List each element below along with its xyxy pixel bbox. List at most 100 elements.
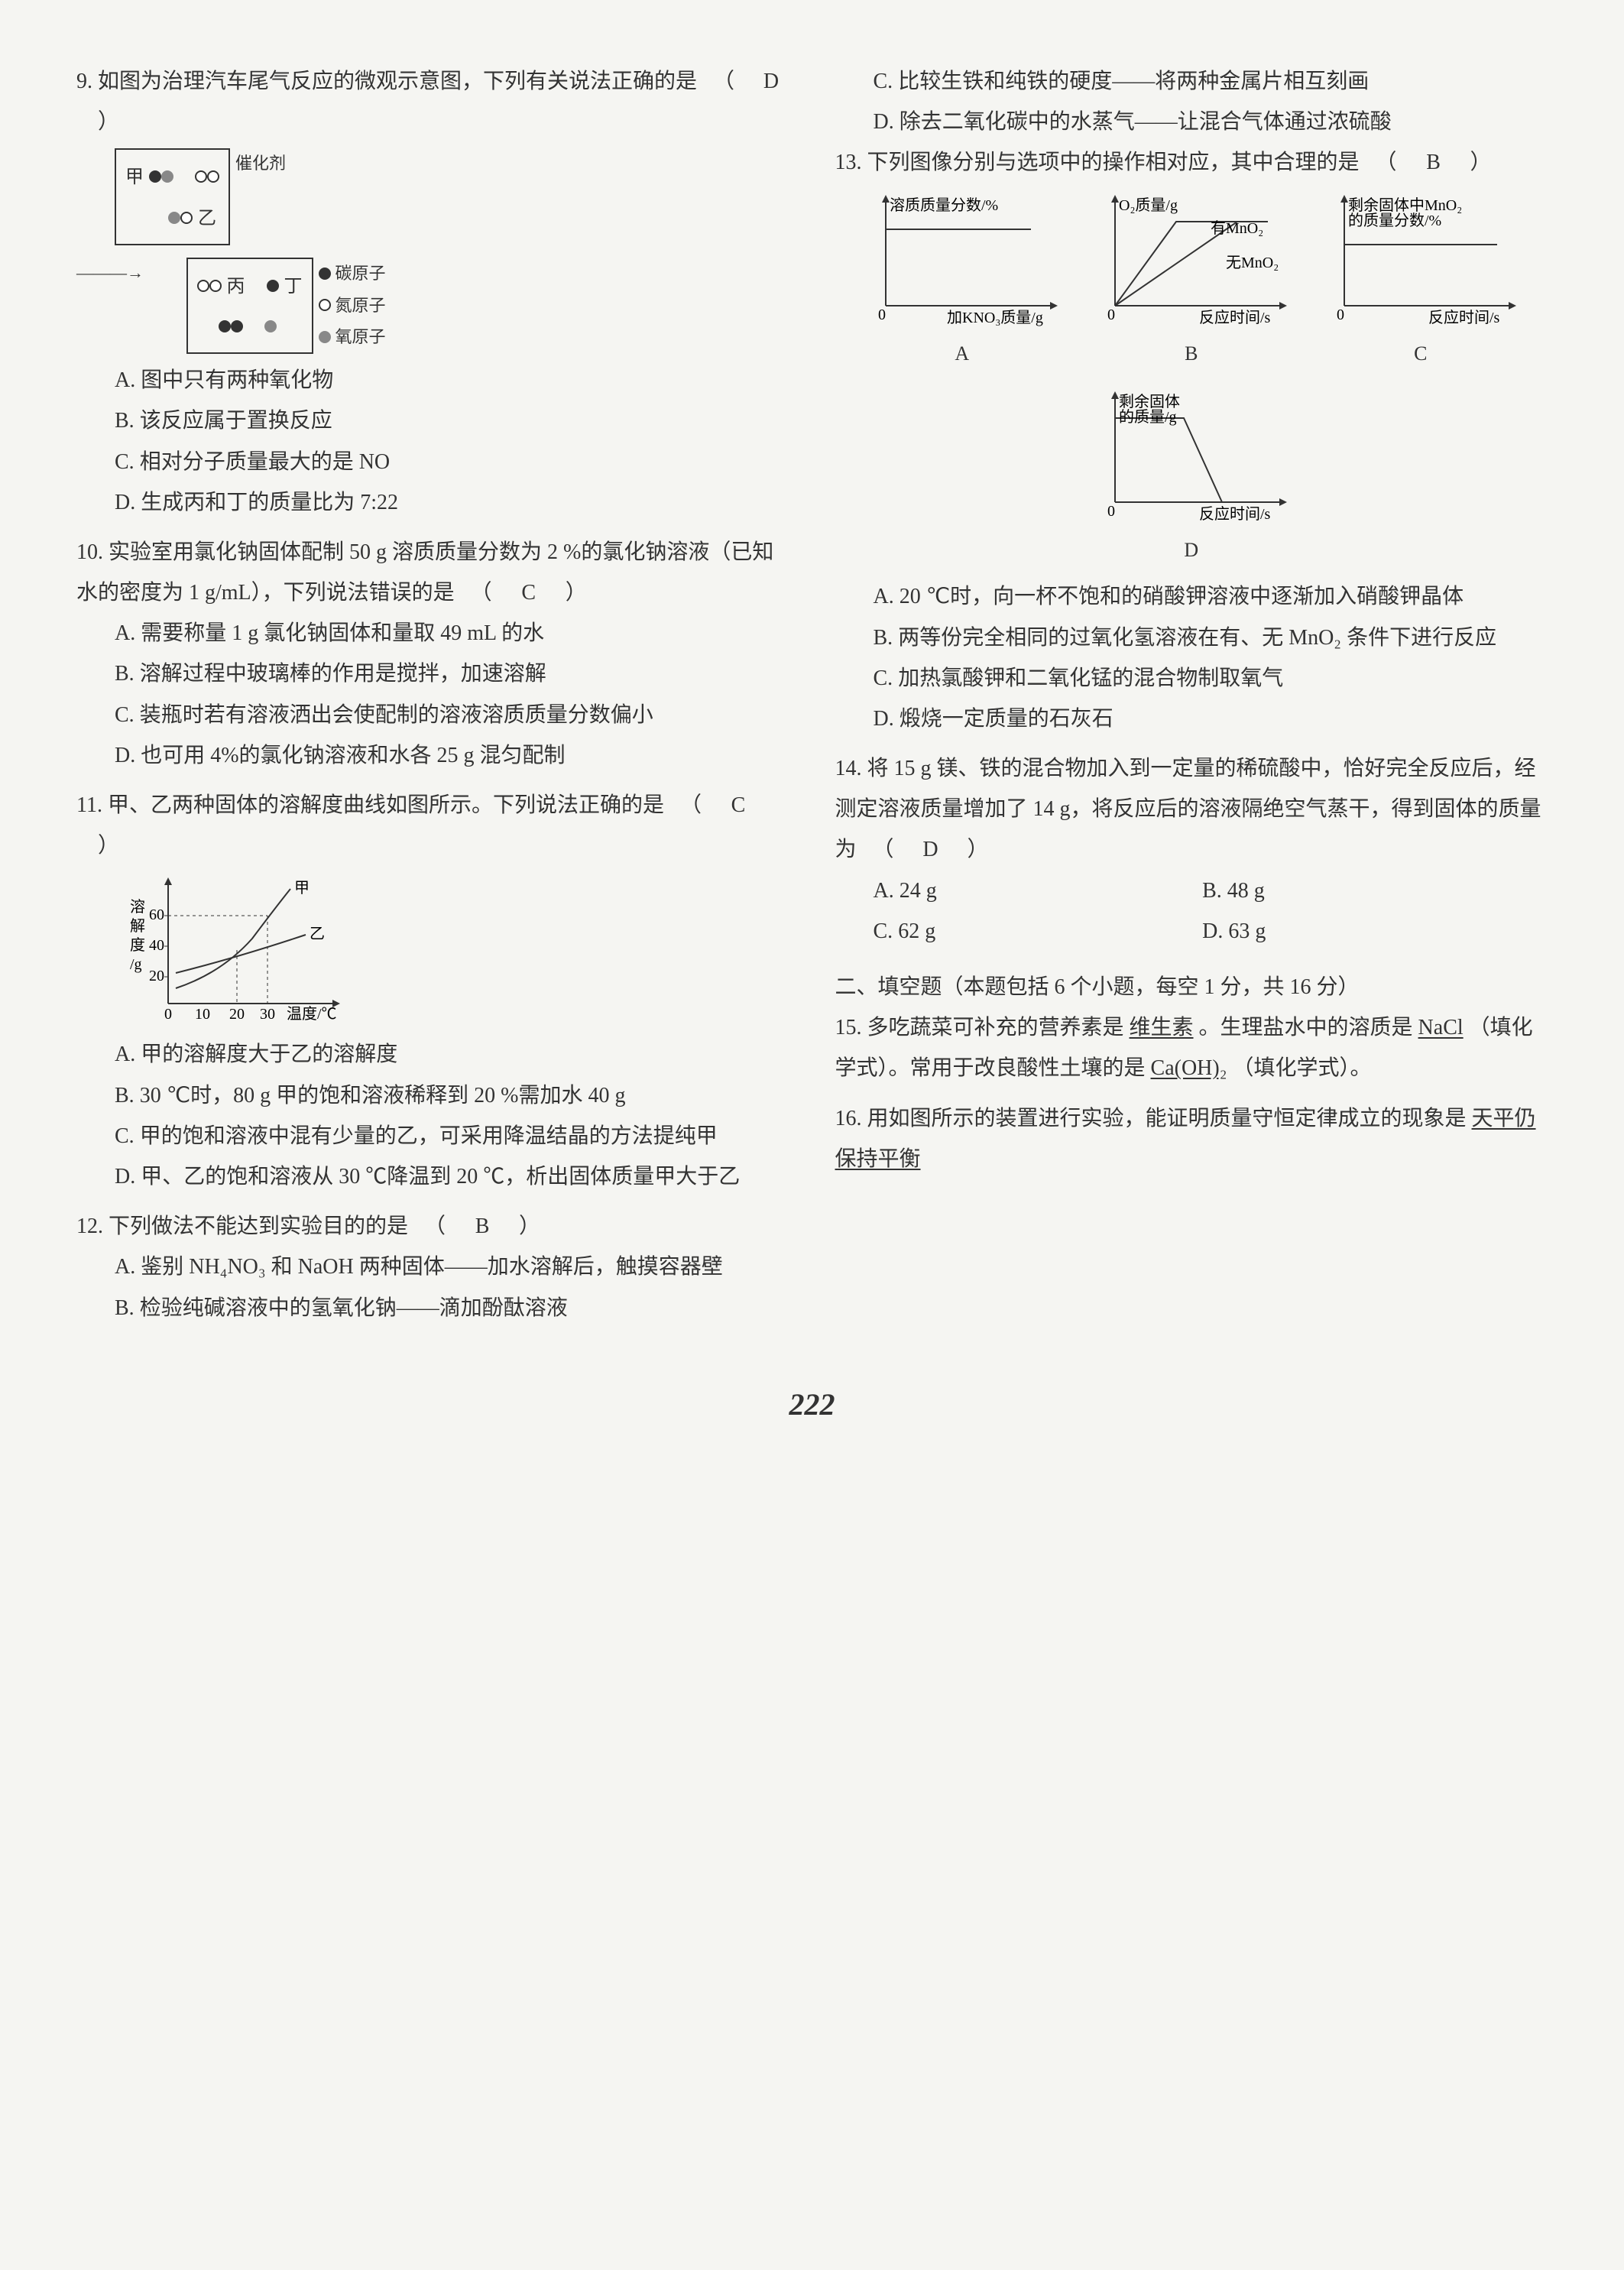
q11-answer: C [723,785,754,825]
q10-number: 10. [76,540,103,564]
left-column: 9. 如图为治理汽车尾气反应的微观示意图，下列有关说法正确的是 （ D ） 甲 … [76,61,789,1338]
q13-number: 13. [835,151,862,174]
svg-text:0: 0 [878,306,886,323]
q9-text: 如图为治理汽车尾气反应的微观示意图，下列有关说法正确的是 [98,70,697,93]
question-14: 14. 将 15 g 镁、铁的混合物加入到一定量的稀硫酸中，恰好完全反应后，经测… [835,748,1548,952]
q15-answer-b: NaCl [1418,1016,1464,1039]
right-column: C. 比较生铁和纯铁的硬度——将两种金属片相互刻画 D. 除去二氧化碳中的水蒸气… [835,61,1548,1338]
q10-option-b: B. 溶解过程中玻璃棒的作用是搅拌，加速溶解 [115,653,789,694]
q10-text: 实验室用氯化钠固体配制 50 g 溶质质量分数为 2 %的氯化钠溶液（已知水的密… [76,540,773,605]
q13-text: 下列图像分别与选项中的操作相对应，其中合理的是 [867,151,1360,174]
q11-chart: 溶 解 度 /g 60 40 20 甲 乙 [122,866,789,1034]
q9-diagram-right: 丙 丁 [186,258,313,354]
page-number: 222 [76,1376,1548,1434]
svg-text:加KNO₃质量/g: 加KNO₃质量/g [947,309,1043,326]
svg-text:溶质质量分数/%: 溶质质量分数/% [890,196,998,214]
svg-text:/g: /g [130,956,142,973]
q14-answer-paren: （ D ） [862,838,989,861]
svg-text:甲: 甲 [294,880,310,897]
svg-text:0: 0 [164,1006,172,1023]
q13-option-d: D. 煅烧一定质量的石灰石 [874,699,1548,739]
q15-answer-a: 维生素 [1130,1016,1194,1039]
svg-text:60: 60 [149,906,164,923]
svg-text:解: 解 [130,917,145,935]
q13-chart-d-label: D [1084,531,1298,569]
svg-text:无MnO₂: 无MnO₂ [1226,255,1279,271]
q10-option-d: D. 也可用 4%的氯化钠溶液和水各 25 g 混匀配制 [115,735,789,776]
q11-option-d: D. 甲、乙的饱和溶液从 30 ℃降温到 20 ℃，析出固体质量甲大于乙 [115,1156,789,1197]
q11-text: 甲、乙两种固体的溶解度曲线如图所示。下列说法正确的是 [108,793,664,817]
q13-option-b: B. 两等份完全相同的过氧化氢溶液在有、无 MnO₂ 条件下进行反应 [874,618,1548,658]
q11-option-b: B. 30 ℃时，80 g 甲的饱和溶液稀释到 20 %需加水 40 g [115,1075,789,1116]
q14-option-d: D. 63 g [1202,911,1526,952]
question-12: 12. 下列做法不能达到实验目的的是 （ B ） A. 鉴别 NH₄NO₃ 和 … [76,1206,789,1328]
q12-option-a: A. 鉴别 NH₄NO₃ 和 NaOH 两种固体——加水溶解后，触摸容器壁 [115,1247,789,1287]
svg-text:剩余固体: 剩余固体 [1119,393,1180,410]
svg-text:剩余固体中MnO₂: 剩余固体中MnO₂ [1348,196,1462,214]
q9-option-a: A. 图中只有两种氧化物 [115,360,789,400]
q13-answer: B [1418,142,1449,183]
q13-option-c: C. 加热氯酸钾和二氧化锰的混合物制取氧气 [874,658,1548,699]
svg-text:30: 30 [260,1006,275,1023]
svg-text:溶: 溶 [130,898,145,916]
q13-chart-c: 剩余固体中MnO₂ 的质量分数/% 0 反应时间/s C [1314,191,1528,372]
svg-text:40: 40 [149,937,164,954]
q14-number: 14. [835,757,862,780]
q11-option-a: A. 甲的溶解度大于乙的溶解度 [115,1034,789,1075]
svg-text:度: 度 [130,936,145,954]
q9-option-d: D. 生成丙和丁的质量比为 7:22 [115,482,789,523]
q13-chart-b: O₂质量/g 有MnO₂ 无MnO₂ 0 反应时间/s B [1084,191,1298,372]
q10-option-a: A. 需要称量 1 g 氯化钠固体和量取 49 mL 的水 [115,613,789,653]
q15-number: 15. [835,1016,862,1039]
svg-text:20: 20 [149,968,164,984]
q13-answer-paren: （ B ） [1365,151,1492,174]
svg-text:0: 0 [1107,503,1115,520]
q13-chart-b-label: B [1084,335,1298,372]
q10-option-c: C. 装瓶时若有溶液洒出会使配制的溶液溶质质量分数偏小 [115,695,789,735]
question-10: 10. 实验室用氯化钠固体配制 50 g 溶质质量分数为 2 %的氯化钠溶液（已… [76,532,789,776]
q9-option-b: B. 该反应属于置换反应 [115,400,789,441]
q14-answer: D [916,829,946,870]
q14-option-c: C. 62 g [874,911,1198,952]
q13-chart-d: 剩余固体 的质量/g 0 反应时间/s D [1084,388,1298,569]
question-11: 11. 甲、乙两种固体的溶解度曲线如图所示。下列说法正确的是 （ C ） 溶 解… [76,785,789,1197]
q9-diagram-row: 甲 乙 催化剂———→ 丙 丁 碳原子 氮原子 氧原子 [76,142,789,360]
svg-text:乙: 乙 [310,926,325,942]
q12-number: 12. [76,1214,103,1238]
q13-chart-c-label: C [1314,335,1528,372]
section-2-title: 二、填空题（本题包括 6 个小题，每空 1 分，共 16 分） [835,967,1548,1007]
q9-number: 9. [76,70,92,93]
svg-text:20: 20 [229,1006,245,1023]
q12-option-b: B. 检验纯碱溶液中的氢氧化钠——滴加酚酞溶液 [115,1288,789,1328]
q9-legend: 碳原子 氮原子 氧原子 [319,258,386,353]
question-9: 9. 如图为治理汽车尾气反应的微观示意图，下列有关说法正确的是 （ D ） 甲 … [76,61,789,523]
svg-text:有MnO₂: 有MnO₂ [1211,219,1263,237]
q13-charts: 溶质质量分数/% 0 加KNO₃质量/g A O₂质量/g [835,191,1548,569]
q10-answer: C [514,572,544,613]
svg-text:的质量分数/%: 的质量分数/% [1348,212,1441,229]
q13-option-a: A. 20 ℃时，向一杯不饱和的硝酸钾溶液中逐渐加入硝酸钾晶体 [874,576,1548,617]
svg-text:0: 0 [1107,306,1115,323]
q12-answer: B [467,1206,498,1247]
q13-chart-a-label: A [855,335,1069,372]
q12-text: 下列做法不能达到实验目的的是 [109,1214,408,1238]
q16-number: 16. [835,1107,862,1130]
q11-number: 11. [76,793,102,817]
svg-text:O₂质量/g: O₂质量/g [1119,196,1178,214]
q9-option-c: C. 相对分子质量最大的是 NO [115,442,789,482]
svg-text:反应时间/s: 反应时间/s [1199,309,1271,326]
svg-text:反应时间/s: 反应时间/s [1428,309,1500,326]
svg-text:0: 0 [1337,306,1344,323]
q11-option-c: C. 甲的饱和溶液中混有少量的乙，可采用降温结晶的方法提纯甲 [115,1116,789,1156]
q13-chart-a: 溶质质量分数/% 0 加KNO₃质量/g A [855,191,1069,372]
svg-text:10: 10 [195,1006,210,1023]
q15-answer-c: Ca(OH)₂ [1151,1056,1227,1080]
q10-answer-paren: （ C ） [460,581,587,605]
q12-option-c: C. 比较生铁和纯铁的硬度——将两种金属片相互刻画 [835,61,1548,102]
q14-option-a: A. 24 g [874,871,1198,911]
svg-text:的质量/g: 的质量/g [1119,408,1177,426]
q14-option-b: B. 48 g [1202,871,1526,911]
question-16: 16. 用如图所示的装置进行实验，能证明质量守恒定律成立的现象是 天平仍保持平衡 [835,1098,1548,1179]
question-13: 13. 下列图像分别与选项中的操作相对应，其中合理的是 （ B ） 溶质质量分数… [835,142,1548,739]
solubility-chart-svg: 溶 解 度 /g 60 40 20 甲 乙 [122,866,352,1034]
